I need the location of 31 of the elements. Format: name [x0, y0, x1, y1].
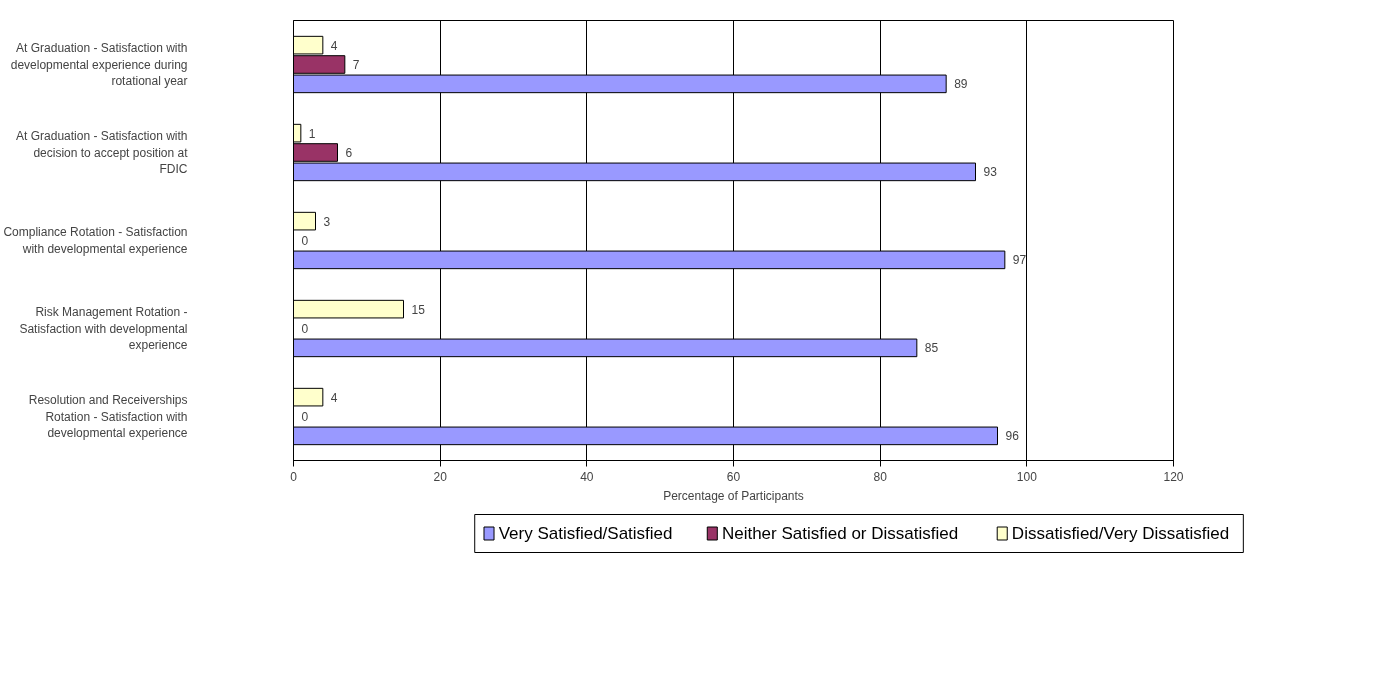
y-tick-label: Compliance Rotation - Satisfaction with developmental experience [3, 225, 188, 256]
y-tick-label: At Graduation - Satisfaction with decision to accept position at FDIC [16, 128, 189, 177]
data-label: 4 [330, 38, 338, 53]
data-label: 0 [301, 322, 309, 336]
data-label: 93 [983, 165, 998, 180]
data-label: 89 [954, 77, 968, 92]
x-tick-label: 80 [873, 469, 888, 484]
x-tick-label: 100 [1016, 469, 1038, 484]
data-label: 7 [352, 58, 360, 72]
x-tick-label: 0 [290, 469, 298, 484]
data-label: 96 [1005, 429, 1020, 444]
legend-label: Very Satisfied/Satisfied [498, 524, 673, 543]
legend-label: Dissatisfied/Very Dissatisfied [1011, 524, 1230, 543]
data-label: 85 [924, 341, 939, 356]
data-label: 15 [411, 302, 426, 317]
data-label: 6 [345, 146, 353, 160]
y-tick-label: At Graduation - Satisfaction with developmental experience during rotational year [10, 40, 188, 89]
x-tick-label: 20 [433, 469, 448, 484]
data-label: 3 [323, 214, 331, 229]
data-label: 0 [301, 410, 309, 424]
y-tick-label: Risk Management Rotation - Satisfaction with developmental experience [19, 304, 188, 353]
data-label: 97 [1012, 253, 1027, 268]
data-label: 4 [330, 390, 338, 405]
x-tick-label: 120 [1163, 469, 1184, 484]
x-axis-title: Percentage of Participants [663, 488, 804, 503]
data-label: 1 [308, 126, 316, 141]
data-label: 0 [301, 234, 309, 248]
x-tick-label: 60 [726, 469, 741, 484]
x-tick-label: 40 [580, 469, 594, 484]
legend-label: Neither Satisfied or Dissatisfied [721, 524, 959, 543]
y-tick-label: Resolution and Receiverships Rotation - Satisfaction with developmental experience [28, 392, 188, 441]
